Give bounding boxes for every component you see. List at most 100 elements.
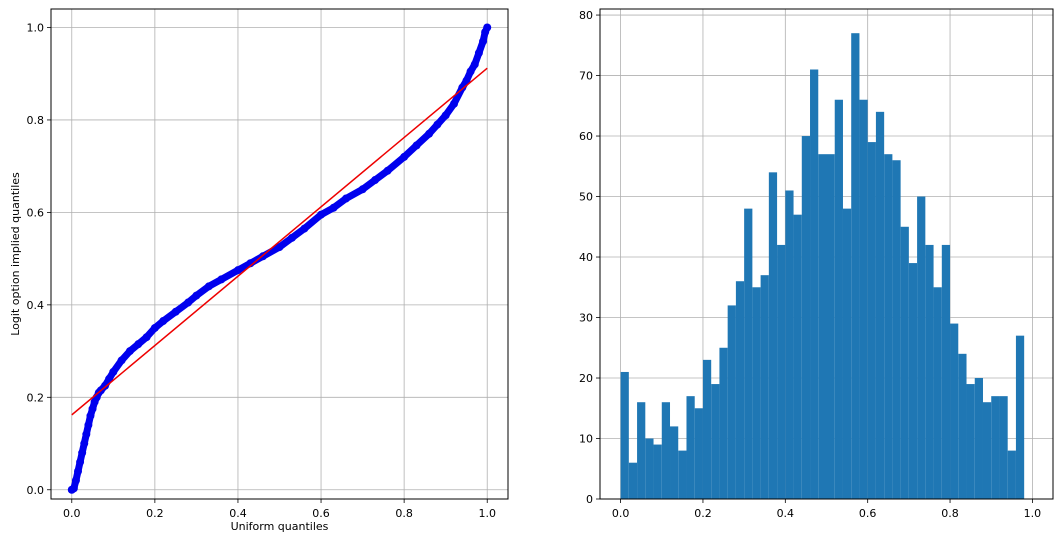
histogram-bar [801,136,811,499]
qq-points-band [68,23,491,494]
qq-grid [51,9,508,499]
histogram-bar [653,444,662,499]
qq-y-tick-label: 0.0 [27,484,45,497]
histogram-bar [661,402,671,499]
histogram-bar [917,196,926,499]
histogram-bar [628,462,638,499]
qq-point [341,194,350,203]
qq-point [425,129,434,138]
qq-point [479,37,488,46]
hist-y-tick-label: 50 [579,191,593,204]
histogram-bar [1007,450,1016,499]
histogram-bar [851,33,860,499]
qq-point [84,421,93,430]
hist-y-tick-label: 10 [579,433,593,446]
qq-point [88,404,97,413]
qq-plot-frame [50,8,509,500]
histogram-bar [768,172,778,500]
qq-point [474,48,483,57]
qq-point [76,458,85,467]
qq-point [142,333,151,342]
qq-point [371,176,380,185]
hist-x-tick-label: 0.0 [612,507,630,520]
qq-point [184,298,193,307]
qq-point [449,99,458,108]
qq-point [383,166,392,175]
qq-point [287,233,296,242]
histogram-ticks: 0.0 0.2 0.4 0.6 0.8 1.0 0 10 20 30 40 50 60 70 80 [579,9,1041,520]
histogram-bar [900,226,909,499]
hist-y-tick-label: 0 [586,493,593,506]
qq-point [86,411,95,420]
histogram-bar [991,396,1000,499]
qq-point [71,476,80,485]
qq-y-tick-label: 1.0 [27,21,45,34]
qq-point [171,307,180,316]
qq-plot: 0.0 0.2 0.4 0.6 0.8 1.0 0.0 0.2 0.4 0.6 0.8 1.0 Uni… [9,8,509,533]
histogram-bar [999,396,1008,499]
hist-x-tick-label: 0.6 [859,507,877,520]
histogram-bar [950,323,959,499]
histogram-bar [982,402,992,499]
hist-y-tick-label: 20 [579,372,593,385]
histogram-bar [777,244,786,499]
histogram-bar [842,208,852,499]
histogram-bar [744,208,753,499]
histogram-bar [702,359,712,499]
histogram-bar [892,160,901,500]
qq-x-tick-label: 0.2 [146,507,164,520]
qq-point [192,291,201,300]
qq-x-tick-label: 0.0 [63,507,81,520]
hist-x-tick-label: 0.4 [777,507,795,520]
histogram-bar [686,396,695,499]
qq-point [109,367,118,376]
qq-point [317,210,326,219]
qq-point [441,111,450,120]
qq-point [400,152,409,161]
qq-point [462,76,471,85]
histogram-bar [908,263,918,499]
qq-y-axis-label: Logit option implied quantiles [9,172,22,336]
histogram-bar [752,287,761,499]
histogram-bars [620,33,1025,500]
qq-point [483,23,492,32]
qq-x-tick-label: 0.6 [312,507,330,520]
qq-point [125,347,134,356]
histogram-bar [859,99,868,500]
histogram-bar [867,142,876,499]
qq-point [433,120,442,129]
hist-x-tick-label: 1.0 [1024,507,1042,520]
qq-x-axis-label: Uniform quantiles [231,520,329,533]
qq-point [246,259,255,268]
qq-y-tick-label: 0.6 [27,206,45,219]
hist-x-tick-label: 0.8 [941,507,959,520]
qq-marks [67,23,492,494]
qq-point [329,203,338,212]
qq-x-tick-label: 0.4 [229,507,247,520]
qq-point [101,381,110,390]
qq-y-tick-label: 0.8 [27,114,45,127]
qq-point [275,243,284,252]
hist-y-tick-label: 70 [579,70,593,83]
qq-point [78,448,87,457]
histogram-bar [884,154,893,499]
qq-point [233,266,242,275]
histogram-bar [727,305,736,499]
qq-fit-line [71,67,488,416]
qq-point [204,282,213,291]
qq-point [300,224,309,233]
histogram-bar [735,281,745,499]
histogram-bar [941,244,951,499]
histogram-bar [966,384,975,499]
qq-point [117,356,126,365]
histogram-bar [875,111,885,499]
qq-point [74,467,83,476]
qq-point [412,141,421,150]
qq-point [69,484,78,493]
histogram: 0.0 0.2 0.4 0.6 0.8 1.0 0 10 20 30 40 50 60 70 80 [579,8,1054,520]
histogram-bar [620,371,629,499]
qq-point [466,67,475,76]
qq-point [82,430,91,439]
histogram-bar [933,287,942,499]
